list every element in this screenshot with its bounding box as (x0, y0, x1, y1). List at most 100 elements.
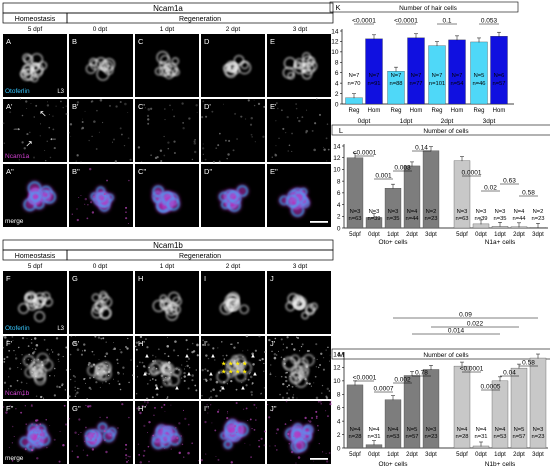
p-value: 0.0005 (481, 384, 501, 391)
speckle (125, 448, 127, 450)
speckle (69, 353, 72, 356)
speckle (30, 448, 34, 452)
speckle (206, 369, 209, 372)
cell (163, 377, 172, 387)
speckle (317, 429, 320, 431)
speckle (46, 348, 49, 351)
cell (96, 192, 107, 203)
speckle (274, 153, 278, 157)
speckle (80, 128, 83, 130)
speckle (180, 377, 183, 379)
speckle (205, 379, 208, 382)
speckle (18, 159, 20, 161)
speckle (325, 460, 329, 463)
speckle (8, 376, 10, 378)
speckle (211, 110, 214, 113)
panel-letter: A' (6, 102, 13, 111)
speckle (187, 423, 190, 426)
speckle (26, 108, 28, 110)
speckle (68, 418, 71, 420)
scale-bar (310, 221, 328, 223)
micrograph-background (69, 99, 133, 162)
speckle (86, 454, 89, 457)
speckle (244, 118, 247, 120)
group-label: 1dpt (400, 118, 413, 125)
bar (365, 444, 383, 449)
speckle (147, 445, 150, 448)
speckle (215, 380, 219, 384)
speckle (75, 335, 76, 337)
star-marker: ★ (228, 361, 233, 368)
panel-letter: G'' (72, 404, 81, 413)
category-label: Reg (348, 108, 359, 114)
speckle (8, 447, 10, 449)
chart-title-box (331, 348, 550, 360)
n-cells-label: n=53 (386, 434, 399, 440)
speckle (74, 386, 76, 389)
speckle (319, 363, 322, 366)
speckle (315, 343, 318, 346)
n-fish-label: N=7 (432, 73, 443, 79)
speckle (128, 416, 130, 419)
speckle (2, 335, 5, 338)
speckle (116, 358, 119, 361)
speckle (253, 104, 256, 107)
p-value: <0.0001 (460, 366, 484, 373)
category-label: 0dpt (368, 452, 380, 458)
cell (171, 57, 180, 65)
cell (282, 66, 295, 79)
arrowhead-marker: ▲ (210, 354, 216, 360)
micrograph-tile: → ↖ ← ↗ A' (2, 98, 68, 162)
p-value: 0.0007 (374, 386, 394, 393)
p-value: 0.58 (522, 190, 535, 197)
speckle (22, 394, 24, 396)
speckle (21, 337, 25, 340)
p-value: 0.02 (484, 185, 497, 192)
speckle (148, 420, 151, 424)
speckle (276, 428, 280, 431)
stain-label-ncam: Ncam1b (5, 390, 30, 397)
p-value: 0.14 (415, 145, 428, 152)
cell (23, 54, 34, 65)
cell (148, 362, 161, 375)
speckle (323, 357, 325, 359)
group-label: Oto+ cells (378, 461, 408, 468)
cell (98, 367, 112, 381)
speckle (304, 416, 307, 420)
speckle (21, 114, 24, 117)
speckle (36, 457, 39, 460)
speckle (138, 454, 140, 456)
category-label: 1dpt (494, 452, 506, 458)
speckle (109, 104, 111, 107)
micrograph-tile: J' (267, 336, 331, 400)
speckle (14, 393, 17, 396)
speckle (325, 410, 327, 412)
cell (293, 296, 307, 310)
speckle (285, 379, 288, 383)
n-fish-label: N=6 (494, 73, 505, 79)
speckle (49, 353, 51, 355)
speckle (88, 139, 90, 142)
speckle (282, 349, 284, 351)
speckle (138, 361, 141, 364)
speckle (55, 337, 59, 340)
y-tick-label: 12 (333, 155, 341, 162)
n-cells-label: n=53 (493, 434, 506, 440)
speckle (184, 417, 187, 420)
speckle (221, 388, 222, 389)
speckle (102, 382, 104, 384)
speckle (226, 416, 229, 420)
speckle (281, 396, 285, 399)
speckle (49, 425, 51, 427)
speckle (245, 384, 248, 387)
panel-letter: A (6, 37, 11, 46)
speckle (275, 354, 278, 356)
category-label: Hom (368, 108, 381, 114)
speckle (329, 354, 331, 356)
speckle (92, 429, 94, 432)
panel-letter: B (72, 37, 77, 46)
n-cells-label: n=88 (389, 81, 402, 87)
y-tick-label: 8 (337, 178, 341, 185)
speckle (301, 116, 304, 119)
category-label: 2dpt (513, 232, 525, 238)
